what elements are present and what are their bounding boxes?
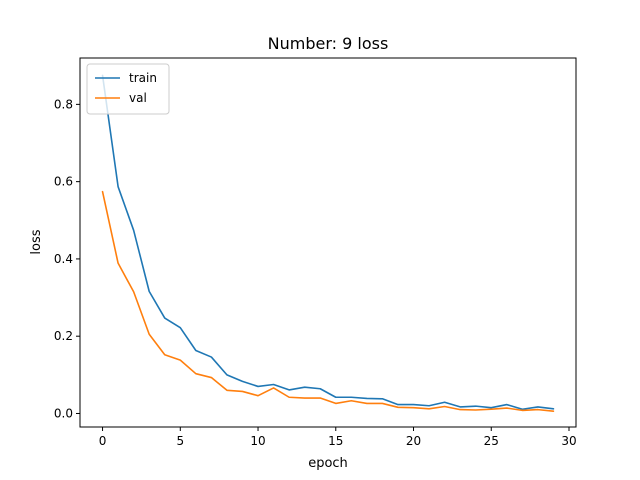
legend-box bbox=[86, 63, 170, 115]
legend-label-train: train bbox=[129, 71, 157, 85]
x-tick-label: 25 bbox=[484, 434, 499, 448]
series-line-train bbox=[101, 74, 555, 411]
y-tick-label: 0.2 bbox=[54, 329, 73, 343]
y-tick-label: 0.6 bbox=[54, 175, 73, 189]
series-line-val bbox=[101, 190, 555, 412]
x-axis-ticks: 0 5 10 15 20 25 30 bbox=[99, 427, 577, 448]
x-tick-label: 30 bbox=[561, 434, 576, 448]
chart-title: Number: 9 loss bbox=[268, 34, 389, 53]
x-tick-label: 10 bbox=[250, 434, 265, 448]
x-tick-label: 5 bbox=[176, 434, 184, 448]
x-tick-label: 20 bbox=[406, 434, 421, 448]
legend-label-val: val bbox=[129, 91, 147, 105]
legend: train val bbox=[86, 63, 170, 115]
y-tick-label: 0.4 bbox=[54, 252, 73, 266]
plot-frame bbox=[79, 57, 577, 428]
x-axis-label: epoch bbox=[308, 456, 348, 471]
x-tick-label: 15 bbox=[328, 434, 343, 448]
y-tick-label: 0.8 bbox=[54, 97, 73, 111]
series-layer bbox=[101, 74, 555, 412]
y-axis-ticks: 0.0 0.2 0.4 0.6 0.8 bbox=[54, 97, 80, 420]
y-tick-label: 0.0 bbox=[54, 406, 73, 420]
y-axis-label: loss bbox=[29, 229, 44, 254]
x-tick-label: 0 bbox=[99, 434, 107, 448]
